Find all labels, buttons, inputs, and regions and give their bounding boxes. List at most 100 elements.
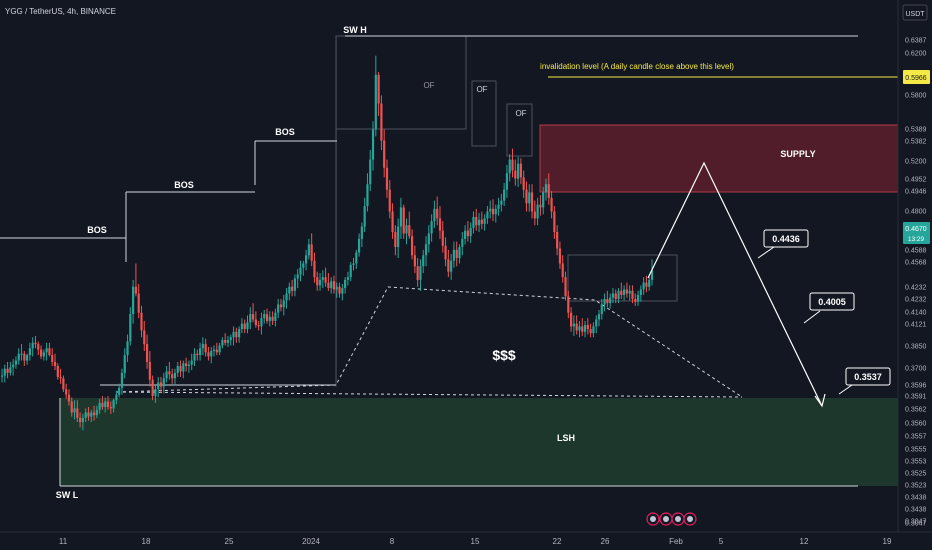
candle-body (374, 74, 377, 130)
candle-body (42, 352, 45, 357)
time-tick-label: 8 (390, 537, 395, 546)
candle-body (611, 293, 615, 298)
candle-body (436, 208, 439, 219)
candle-body (480, 219, 483, 224)
candle-body (221, 340, 224, 346)
of-box-small-2 (506, 103, 533, 157)
target-3-label: 0.3537 (854, 372, 882, 382)
target-2-pointer (803, 310, 821, 324)
of-label-1: OF (423, 81, 434, 90)
candle-body (168, 371, 171, 375)
candle-body (307, 244, 310, 256)
candle-body (558, 248, 562, 264)
candle-body (190, 360, 193, 365)
candle-body (48, 348, 51, 356)
candle-body (494, 208, 497, 215)
demand-box (567, 254, 678, 302)
candle-body (229, 337, 232, 341)
projection-path (647, 161, 823, 407)
candle-body (371, 129, 375, 160)
candle-body (422, 255, 425, 267)
supply-label: SUPPLY (780, 149, 815, 159)
time-tick-label: 5 (719, 537, 724, 546)
of-box-small-1 (471, 80, 497, 147)
candle-body (522, 177, 525, 190)
candle-body (45, 348, 48, 353)
candle-body (226, 340, 230, 343)
candle-body (159, 382, 163, 387)
candle-body (572, 323, 575, 327)
price-labels: 0.6387 0.6200 0.5800 0.5389 0.5382 0.5200 0.49… (905, 38, 927, 528)
candle-body (132, 286, 135, 315)
event-markers[interactable] (646, 512, 697, 526)
price-tick-label: 0.3560 (905, 421, 927, 428)
candle-body (491, 208, 495, 215)
candle-body (9, 367, 12, 373)
candle-body (196, 353, 199, 356)
candle-body (477, 219, 481, 226)
candle-body (162, 378, 165, 387)
candle-body (595, 319, 598, 327)
price-tick-label: 0.4121 (905, 322, 927, 329)
candle-body (441, 230, 444, 246)
candle-body (617, 290, 620, 300)
candle-body (187, 364, 191, 367)
candle-body (408, 225, 411, 237)
candle-body (525, 189, 528, 204)
candle-body (73, 408, 76, 413)
candle-body (106, 401, 110, 408)
candle-body (260, 318, 263, 327)
candle-body (137, 293, 140, 313)
candle-body (143, 330, 146, 345)
target-1-label: 0.4436 (772, 234, 800, 244)
candle-body (274, 312, 277, 321)
candle-body (363, 206, 366, 227)
current-price-label: 0.4670 (905, 226, 927, 233)
candle-body (324, 277, 327, 283)
candle-body (218, 345, 221, 353)
countdown-label: 13:29 (908, 236, 925, 243)
candle-body (628, 290, 631, 294)
candle-body (171, 374, 174, 379)
candle-body (380, 103, 383, 141)
candle-body (182, 363, 185, 372)
currency-button[interactable] (902, 4, 928, 21)
candle-body (81, 417, 85, 423)
swing-low-label: SW L (56, 490, 79, 500)
candle-body (452, 249, 456, 261)
candle-body (539, 204, 542, 208)
candle-body (416, 266, 419, 280)
candle-body (76, 408, 79, 418)
price-tick-label: 0.5800 (905, 93, 927, 100)
candle-body (198, 348, 202, 356)
candle-body (511, 159, 514, 171)
candle-body (179, 366, 182, 372)
price-tick-label: 0.3850 (905, 344, 927, 351)
price-axis[interactable] (898, 0, 932, 550)
candle-body (623, 289, 626, 295)
candle-body (148, 361, 151, 380)
candle-body (561, 263, 564, 278)
time-tick-label: 25 (225, 537, 234, 546)
currency-label: USDT (905, 11, 925, 18)
candle-body (263, 314, 266, 319)
symbol-title: YGG / TetherUS, 4h, BINANCE (5, 7, 116, 16)
price-tick-label: 0.3553 (905, 459, 927, 466)
candle-body (553, 211, 556, 233)
time-tick-label: 15 (471, 537, 480, 546)
candle-body (240, 323, 244, 330)
candle-body (210, 350, 213, 357)
candle-body (310, 244, 313, 261)
candle-body (335, 286, 338, 290)
candle-body (402, 207, 405, 234)
candle-body (3, 368, 6, 376)
candle-body (268, 316, 271, 321)
candle-body (391, 211, 394, 233)
price-tick-label: 0.3523 (905, 483, 927, 490)
candle-body (355, 252, 358, 264)
candle-body (6, 368, 9, 373)
event-flag-inner (687, 516, 693, 522)
target-2-label: 0.4005 (818, 297, 846, 307)
candle-body (20, 353, 23, 355)
